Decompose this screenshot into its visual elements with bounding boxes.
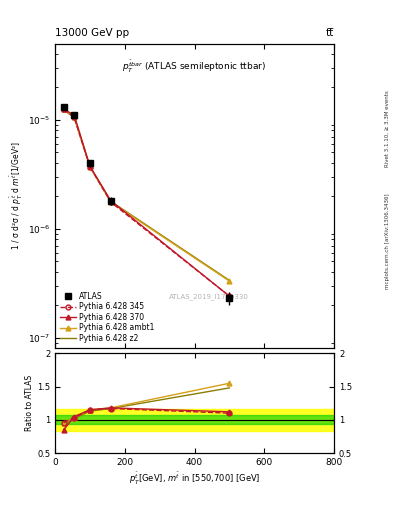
Y-axis label: 1 / σ d²σ / d $p_T^{\bar{t}}$ d $m^{\bar{t}}$[1/GeV²]: 1 / σ d²σ / d $p_T^{\bar{t}}$ d $m^{\bar… [9,141,25,250]
Bar [55,415,334,424]
Legend: ATLAS, Pythia 6.428 345, Pythia 6.428 370, Pythia 6.428 ambt1, Pythia 6.428 z2: ATLAS, Pythia 6.428 345, Pythia 6.428 37… [57,289,157,346]
Bar [55,409,334,431]
Text: Rivet 3.1.10, ≥ 3.3M events: Rivet 3.1.10, ≥ 3.3M events [385,91,389,167]
Text: 13000 GeV pp: 13000 GeV pp [55,28,129,38]
X-axis label: $p_T^{\bar{t}}$[GeV], $m^{\bar{t}}$ in [550,700] [GeV]: $p_T^{\bar{t}}$[GeV], $m^{\bar{t}}$ in [… [129,471,260,487]
Text: tt̅: tt̅ [326,28,334,38]
Text: ATLAS_2019_I1750330: ATLAS_2019_I1750330 [169,293,248,300]
Text: mcplots.cern.ch [arXiv:1306.3436]: mcplots.cern.ch [arXiv:1306.3436] [385,194,389,289]
Y-axis label: Ratio to ATLAS: Ratio to ATLAS [25,375,34,431]
Text: $p_T^{\bar{t}bar}$ (ATLAS semileptonic ttbar): $p_T^{\bar{t}bar}$ (ATLAS semileptonic t… [123,59,266,75]
